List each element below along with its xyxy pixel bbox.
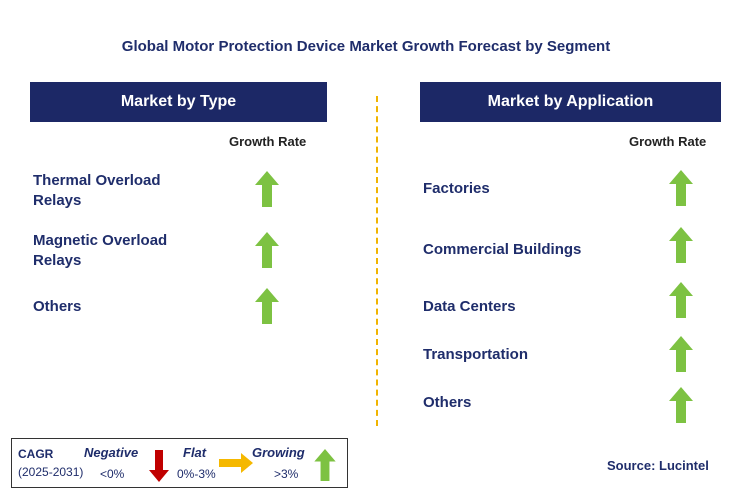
type-row-label-line2: Relays xyxy=(33,192,82,209)
legend-growing-range: >3% xyxy=(274,467,299,481)
market-by-application-title: Market by Application xyxy=(487,93,654,110)
growing-arrow-icon xyxy=(669,387,693,423)
growing-arrow-icon xyxy=(255,171,279,207)
market-by-type-header: Market by Type xyxy=(30,82,327,122)
application-row-label: Factories xyxy=(423,180,490,197)
flat-arrow-icon xyxy=(219,453,253,473)
type-row-label-line2: Relays xyxy=(33,252,82,269)
right-growth-rate-label: Growth Rate xyxy=(629,134,707,149)
growing-arrow-icon xyxy=(255,288,279,324)
legend-period: (2025-2031) xyxy=(18,465,84,479)
application-row-label: Transportation xyxy=(423,346,529,363)
legend-negative-range: <0% xyxy=(100,467,125,481)
legend-cagr-label: CAGR xyxy=(18,447,54,461)
page-title: Global Motor Protection Device Market Gr… xyxy=(121,38,611,55)
legend-negative-label: Negative xyxy=(84,445,139,460)
growing-arrow-icon xyxy=(314,449,336,481)
growing-arrow-icon xyxy=(669,282,693,318)
application-row-label: Data Centers xyxy=(423,298,516,315)
growing-arrow-icon xyxy=(669,170,693,206)
panel-divider xyxy=(376,96,378,426)
application-row-label: Commercial Buildings xyxy=(423,241,582,258)
growing-arrow-icon xyxy=(255,232,279,268)
cagr-legend: CAGR (2025-2031) Negative <0% Flat 0%-3%… xyxy=(11,438,348,488)
negative-arrow-icon xyxy=(149,450,169,482)
left-growth-rate-label: Growth Rate xyxy=(229,134,307,149)
legend-flat-range: 0%-3% xyxy=(177,467,216,481)
type-row-label: Thermal Overload Relays xyxy=(33,171,161,211)
growing-arrow-icon xyxy=(669,336,693,372)
market-by-application-header: Market by Application xyxy=(420,82,721,122)
application-row-label: Others xyxy=(423,394,472,411)
type-row-label-line1: Thermal Overload xyxy=(33,172,161,189)
legend-flat-label: Flat xyxy=(183,445,207,460)
type-row-label-line1: Magnetic Overload xyxy=(33,232,168,249)
market-by-type-title: Market by Type xyxy=(120,93,237,110)
source-note: Source: Lucintel xyxy=(607,458,709,473)
type-row-label: Others xyxy=(33,297,81,317)
type-row-label: Magnetic Overload Relays xyxy=(33,231,167,271)
type-row-label-line1: Others xyxy=(33,298,82,315)
growing-arrow-icon xyxy=(669,227,693,263)
legend-growing-label: Growing xyxy=(252,445,305,460)
